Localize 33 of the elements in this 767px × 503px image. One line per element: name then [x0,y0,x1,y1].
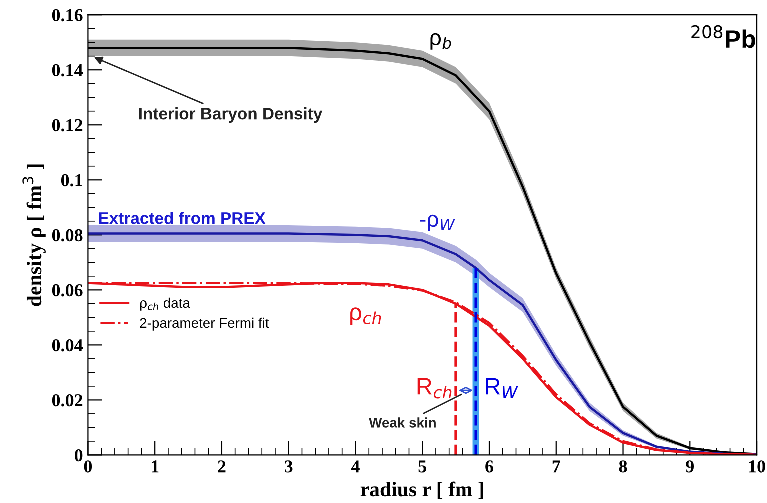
annotation: Interior Baryon Density [139,108,323,124]
annotation: ρ$_{ch}$ [350,308,382,326]
x-tick-label: 8 [619,460,628,473]
annotation: $^{208}$Pb [692,25,756,48]
y-tick-label: 0.1 [61,174,82,187]
y-axis-title: density ρ [ fm$^{3}$ ] [22,164,46,306]
x-tick-label: 5 [418,460,426,473]
x-tick-label: 1 [152,460,159,473]
y-tick-label: 0.08 [52,229,83,242]
y-tick-label: 0.14 [52,64,84,77]
x-tick-label: 3 [285,460,293,473]
y-tick-label: 0.06 [52,284,83,297]
x-tick-label: 0 [84,460,92,473]
x-tick-label: 10 [749,460,766,473]
y-tick-label: 0 [75,449,83,462]
x-axis-title: radius r [ fm ] [360,482,484,500]
x-tick-label: 2 [218,460,226,473]
y-tick-label: 0.04 [52,339,84,352]
y-tick-label: 0.16 [52,9,83,22]
ref-line-label: R$_{ch}$ [418,378,452,399]
ref-line-label: R$_{W}$ [486,378,518,399]
x-tick-label: 7 [552,460,560,473]
annotation: Extracted from PREX [99,212,266,224]
annotation: Weak skin [369,418,436,428]
annotation: -ρ$_{W}$ [420,214,456,232]
x-tick-label: 4 [351,460,360,473]
x-tick-label: 6 [486,460,494,473]
legend-label: 2-parameter Fermi fit [140,318,270,331]
annotation: ρ$_{b}$ [430,33,452,50]
x-tick-label: 9 [686,460,694,473]
legend-label: ρ$_{ch}$ data [140,298,190,311]
y-tick-label: 0.12 [52,119,83,132]
y-tick-label: 0.02 [52,394,83,407]
